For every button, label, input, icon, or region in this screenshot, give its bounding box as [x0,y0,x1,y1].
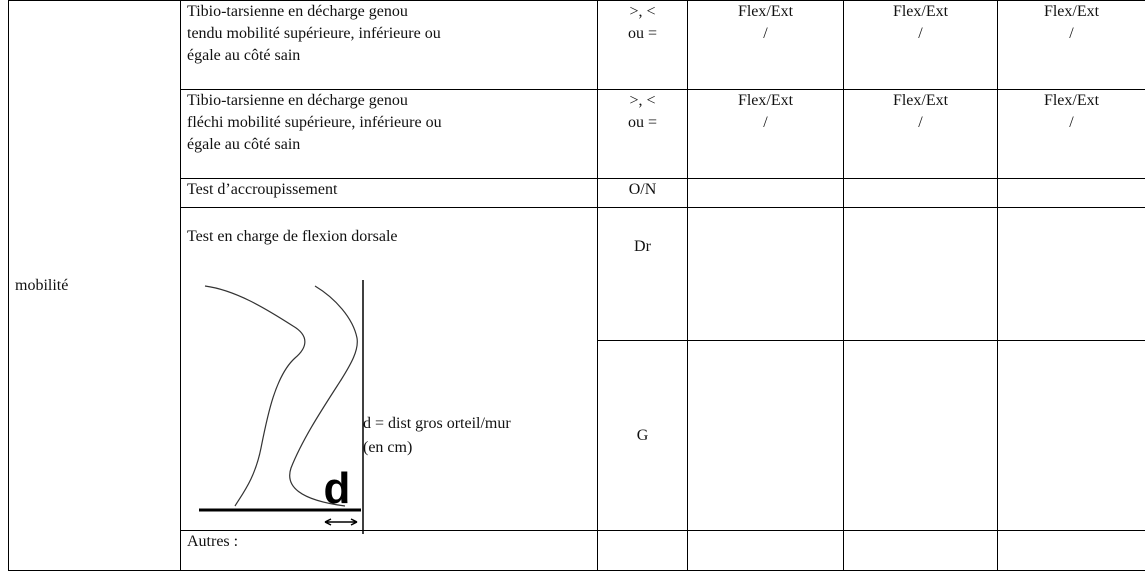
empty-cell [998,341,1145,531]
text-line: ou = [604,23,681,45]
side-cell: Dr [598,208,688,341]
lunge-figure: d [195,278,365,534]
empty-cell [844,341,998,531]
empty-cell [998,531,1145,571]
value-cell: Flex/Ext/ [998,1,1145,90]
section-label: mobilité [9,1,181,571]
description-cell: Test d’accroupissement [181,179,598,208]
scale-cell: O/N [598,179,688,208]
empty-cell [598,531,688,571]
side-cell: G [598,341,688,531]
row: mobilité Tibio-tarsienne en décharge gen… [9,1,1145,90]
text-line: Flex/Ext [694,90,837,112]
text-line: / [694,23,837,45]
text-line: Flex/Ext [1004,90,1139,112]
text-line: égale au côté sain [187,45,591,67]
figure-label: d [324,464,351,513]
label-text: mobilité [15,277,68,294]
text-line: Tibio-tarsienne en décharge genou [187,1,591,23]
text-line: d = dist gros orteil/mur [363,412,511,436]
text-line: Test en charge de flexion dorsale [187,208,591,248]
value-cell: Flex/Ext/ [844,1,998,90]
text-line: Test d’accroupissement [187,181,337,198]
text-line: Dr [634,238,651,255]
text-line: O/N [629,181,657,198]
text-line: / [694,112,837,134]
text-line: / [850,23,991,45]
text-line: / [1004,23,1139,45]
empty-cell [998,179,1145,208]
text-line: Autres : [187,533,238,550]
description-cell: Autres : [181,531,598,571]
description-cell: Tibio-tarsienne en décharge genou fléchi… [181,90,598,179]
text-line: Tibio-tarsienne en décharge genou [187,90,591,112]
text-line: / [1004,112,1139,134]
figure-caption: d = dist gros orteil/mur (en cm) [363,412,511,460]
scale-cell: >, < ou = [598,90,688,179]
text-line: ou = [604,112,681,134]
empty-cell [998,208,1145,341]
text-line: Flex/Ext [850,90,991,112]
text-line: / [850,112,991,134]
text-line: Flex/Ext [1004,1,1139,23]
text-line: (en cm) [363,436,511,460]
text-line: tendu mobilité supérieure, inférieure ou [187,23,591,45]
value-cell: Flex/Ext/ [688,1,844,90]
empty-cell [844,208,998,341]
empty-cell [688,341,844,531]
value-cell: Flex/Ext/ [844,90,998,179]
empty-cell [844,179,998,208]
text-line: Flex/Ext [850,1,991,23]
text-line: égale au côté sain [187,134,591,156]
text-line: Flex/Ext [694,1,837,23]
text-line: G [637,427,649,444]
scale-cell: >, < ou = [598,1,688,90]
value-cell: Flex/Ext/ [688,90,844,179]
text-line: fléchi mobilité supérieure, inférieure o… [187,112,591,134]
empty-cell [688,179,844,208]
description-cell: Test en charge de flexion dorsale d d = … [181,208,598,531]
text-line: >, < [604,90,681,112]
description-cell: Tibio-tarsienne en décharge genou tendu … [181,1,598,90]
empty-cell [688,208,844,341]
mobility-table: mobilité Tibio-tarsienne en décharge gen… [8,0,1145,571]
text-line: >, < [604,1,681,23]
value-cell: Flex/Ext/ [998,90,1145,179]
empty-cell [844,531,998,571]
empty-cell [688,531,844,571]
